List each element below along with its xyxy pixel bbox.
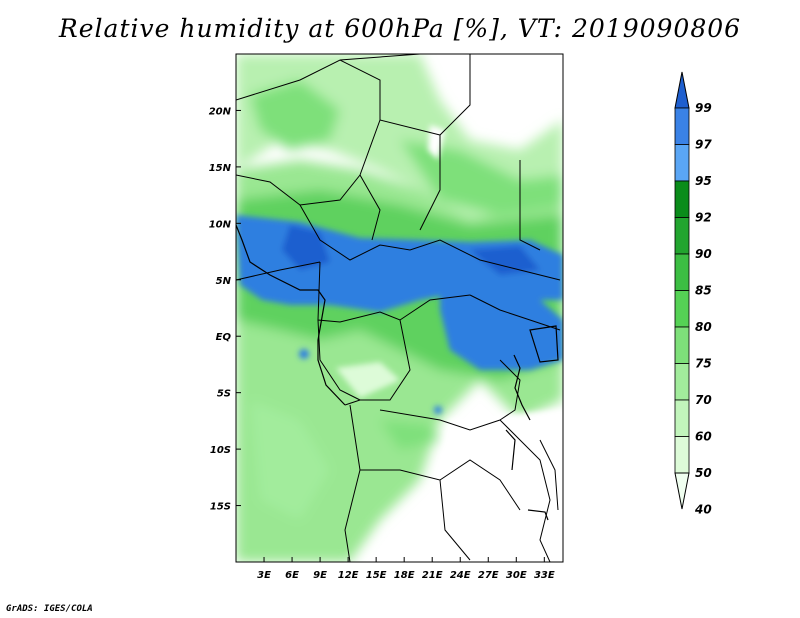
colorbar-swatch xyxy=(674,217,690,255)
y-tick-label: 15N xyxy=(209,163,232,174)
colorbar-label: 50 xyxy=(695,466,712,480)
colorbar-label: 92 xyxy=(695,211,712,225)
x-tick-label: 24E xyxy=(450,570,471,581)
x-tick-label: 21E xyxy=(422,570,443,581)
colorbar-swatch xyxy=(674,144,690,182)
colorbar-swatch xyxy=(674,253,690,291)
y-tick-label: 20N xyxy=(209,106,232,117)
y-tick-label: 5N xyxy=(216,276,232,287)
colorbar-top-arrow xyxy=(674,71,690,109)
chart-title: Relative humidity at 600hPa [%], VT: 201… xyxy=(58,14,742,43)
colorbar-label: 80 xyxy=(695,320,712,334)
x-tick-label: 18E xyxy=(394,570,415,581)
colorbar-label: 70 xyxy=(695,393,712,407)
y-tick-label: EQ xyxy=(216,332,232,343)
x-tick-label: 30E xyxy=(506,570,527,581)
colorbar-label: 90 xyxy=(695,247,712,261)
colorbar-label: 60 xyxy=(695,430,712,444)
colorbar-label: 85 xyxy=(695,284,712,298)
colorbar-label: 97 xyxy=(695,138,712,152)
y-axis-ticks: 20N 15N 10N 5N EQ 5S 10S 15S xyxy=(209,106,241,513)
y-tick-label: 5S xyxy=(217,389,231,400)
x-tick-label: 27E xyxy=(478,570,499,581)
colorbar-swatch xyxy=(674,436,690,474)
credit-label: GrADS: IGES/COLA xyxy=(6,604,93,614)
x-axis-ticks: 3E 6E 9E 12E 15E 18E 21E 24E 27E 30E 33E xyxy=(257,557,555,581)
colorbar-swatch xyxy=(674,399,690,437)
colorbar-label: 40 xyxy=(694,503,712,517)
x-tick-label: 3E xyxy=(257,570,271,581)
y-tick-label: 15S xyxy=(210,502,231,513)
y-tick-label: 10S xyxy=(210,445,231,456)
map-frame xyxy=(235,53,564,563)
colorbar-bottom-arrow xyxy=(674,472,690,510)
colorbar-label: 95 xyxy=(695,174,712,188)
colorbar-label: 99 xyxy=(695,101,712,115)
x-tick-label: 12E xyxy=(338,570,359,581)
x-tick-label: 15E xyxy=(366,570,387,581)
x-tick-label: 6E xyxy=(285,570,299,581)
y-tick-label: 10N xyxy=(209,219,232,230)
colorbar-swatch xyxy=(674,290,690,328)
colorbar-swatch xyxy=(674,180,690,218)
colorbar-swatch xyxy=(674,363,690,401)
x-tick-label: 33E xyxy=(534,570,555,581)
x-tick-label: 9E xyxy=(313,570,327,581)
colorbar-label: 75 xyxy=(695,357,712,371)
colorbar-swatch xyxy=(674,107,690,145)
map-panel xyxy=(236,54,563,562)
colorbar: 99 97 95 92 90 85 80 75 70 60 50 40 xyxy=(674,71,712,517)
colorbar-swatch xyxy=(674,326,690,364)
